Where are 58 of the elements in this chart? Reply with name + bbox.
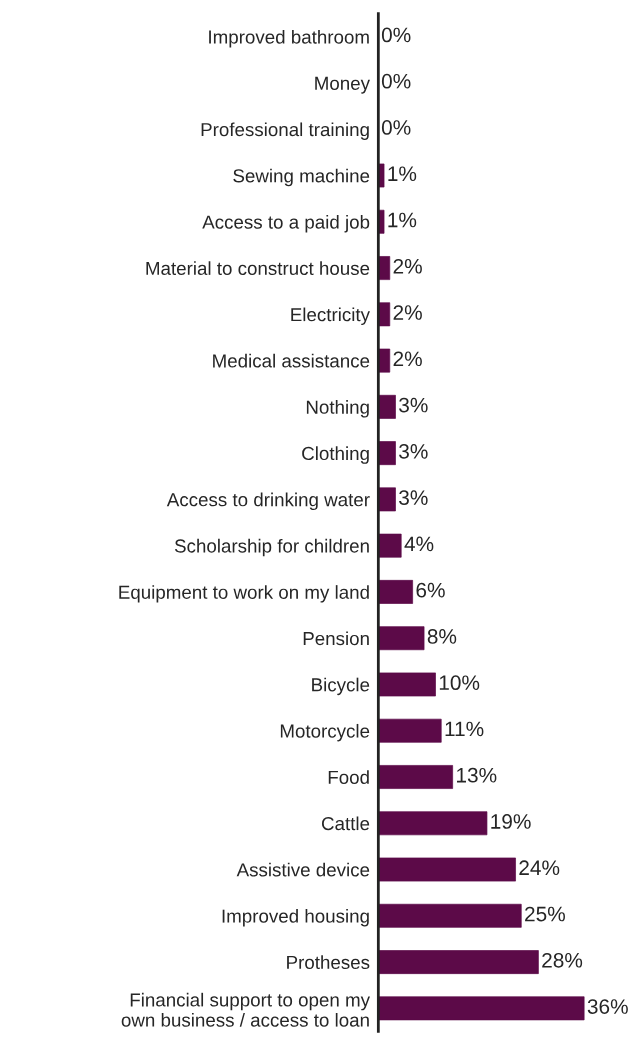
- y-tick-label: Medical assistance: [213, 353, 370, 368]
- y-tick-label: Money: [315, 76, 370, 94]
- y-tick-label: Access to drinking water: [166, 492, 370, 511]
- bar: [378, 765, 453, 789]
- data-label: 0%: [381, 27, 411, 43]
- bar: [378, 394, 396, 419]
- y-tick-label: Pension: [303, 631, 369, 646]
- data-label: 36%: [587, 999, 628, 1014]
- y-tick-label: Clothing: [302, 446, 369, 464]
- bar: [378, 672, 436, 697]
- y-tick-label: Cattle: [321, 816, 370, 831]
- data-label: 2%: [393, 258, 422, 274]
- y-tick-label: Bicycle: [312, 677, 370, 696]
- data-label: 25%: [525, 906, 565, 922]
- y-tick-label: Motorcycle: [280, 723, 370, 742]
- y-tick-label: Electricity: [291, 307, 370, 325]
- y-tick-label: Scholarship for children: [174, 538, 369, 557]
- data-label: 8%: [427, 629, 457, 644]
- bar: [378, 996, 585, 1021]
- data-label: 4%: [404, 536, 434, 552]
- data-label: 2%: [393, 305, 422, 320]
- data-label: 10%: [439, 675, 480, 691]
- bar: [378, 950, 539, 974]
- data-label: 24%: [519, 860, 560, 876]
- y-tick-label: Access to a paid job: [202, 214, 370, 233]
- data-label: 0%: [381, 120, 411, 135]
- y-tick-label: Material to construct house: [146, 261, 370, 276]
- bar: [378, 626, 425, 651]
- data-label: 3%: [399, 490, 428, 505]
- data-label: 11%: [445, 721, 484, 737]
- data-label: 3%: [399, 397, 428, 413]
- data-label: 1%: [388, 212, 417, 228]
- bar: [378, 487, 396, 512]
- y-tick-label: Improved housing: [222, 909, 369, 927]
- data-label: 0%: [381, 73, 411, 89]
- data-label: 1%: [388, 166, 417, 182]
- bar: [378, 718, 442, 743]
- y-tick-label: Sewing machine: [233, 168, 370, 187]
- bar: [378, 580, 413, 604]
- y-tick-label: Food: [328, 770, 369, 784]
- data-label: 28%: [542, 952, 583, 968]
- bar: [378, 441, 396, 466]
- bar: [378, 903, 522, 928]
- y-tick-label: Professional training: [201, 122, 369, 140]
- y-tick-label: Equipment to work on my land: [119, 585, 369, 603]
- data-label: 2%: [393, 351, 422, 367]
- data-label: 6%: [416, 582, 445, 598]
- y-tick-label: Nothing: [306, 400, 369, 418]
- y-tick-label: Assistive device: [236, 862, 370, 877]
- data-label: 19%: [491, 814, 531, 829]
- bar: [378, 857, 516, 882]
- data-label: 3%: [399, 443, 428, 459]
- y-tick-label: Improved bathroom: [209, 29, 369, 48]
- bar: [378, 533, 402, 558]
- y-tick-label: Financial support to open my own business / access to loan: [121, 992, 370, 1027]
- y-tick-label: Protheses: [287, 955, 370, 970]
- bar: [378, 811, 488, 836]
- data-label: 13%: [457, 767, 497, 783]
